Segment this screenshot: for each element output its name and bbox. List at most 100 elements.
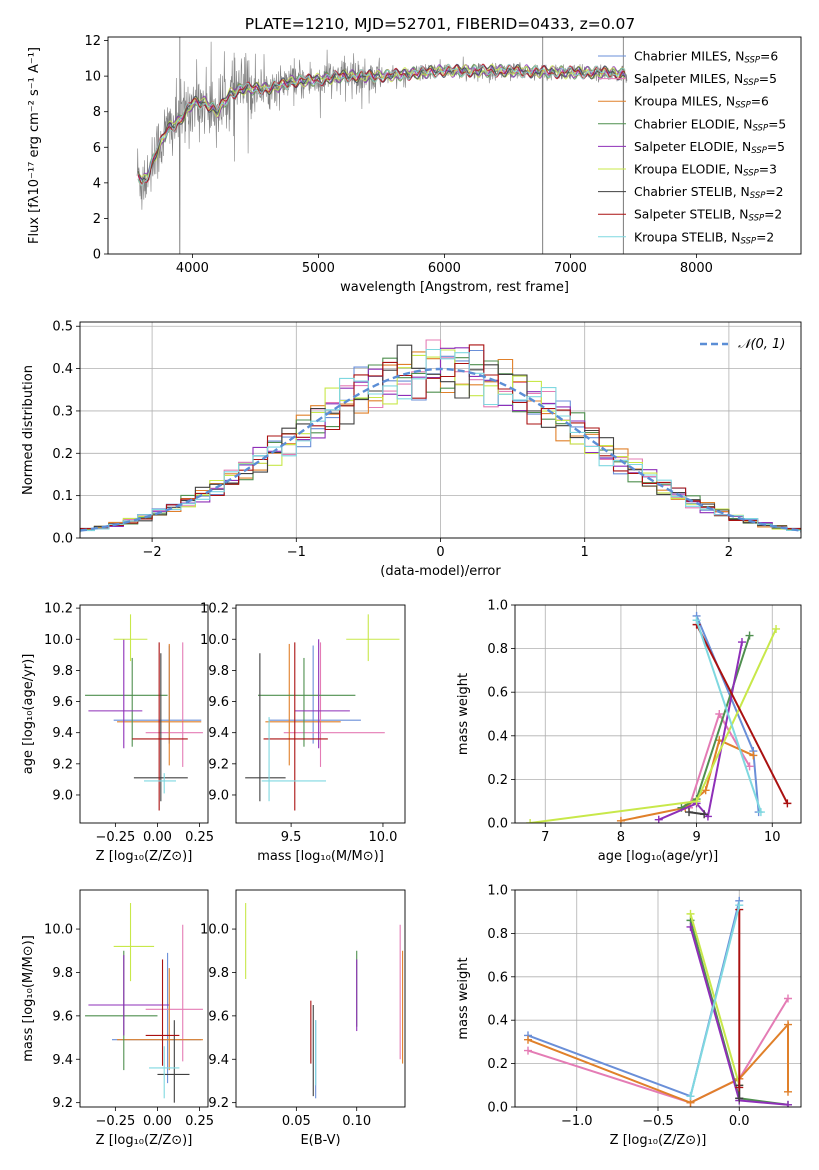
mass_vs_Z-errorbars — [85, 903, 203, 1103]
y-tick-label: 0.2 — [487, 1057, 508, 1072]
y-tick-label: 0 — [93, 248, 101, 263]
weight-marker — [685, 808, 694, 817]
figure-title: PLATE=1210, MJD=52701, FIBERID=0433, z=0… — [245, 15, 635, 33]
mass_weight_vs_Z-lines — [524, 896, 792, 1107]
y-tick-label: 12 — [84, 34, 101, 49]
age_vs_Z-errorbars — [85, 614, 203, 811]
mass_vs_Z-xlabel: Z [log₁₀(Z/Z⊙)] — [96, 1133, 193, 1148]
age_vs_Z-xlabel: Z [log₁₀(Z/Z⊙)] — [96, 849, 193, 864]
y-tick-label: 0.1 — [52, 489, 73, 504]
mass_vs_ebv-frame — [235, 889, 406, 1108]
weight-series — [526, 624, 781, 823]
legend-label: Kroupa MILES, NSSP=6 — [634, 95, 769, 111]
age_vs_mass-xlabel: mass [log₁₀(M/M⊙)] — [257, 849, 384, 864]
y-tick-label: 9.2 — [52, 757, 73, 772]
weight-marker — [700, 810, 709, 819]
model-spectrum-line — [137, 63, 626, 187]
spectrum-axes: 4000 5000 6000 7000 8000 0 2 4 6 8 10 12 wavelength … — [27, 34, 713, 295]
weight-marker — [735, 1094, 744, 1103]
y-tick-label: 9.2 — [208, 1096, 229, 1111]
weight-marker — [524, 1035, 532, 1044]
mass_weight_vs_age-xlabel: age [log₁₀(age/yr)] — [598, 849, 719, 864]
weight-marker — [701, 786, 710, 795]
errorbar-point — [88, 955, 170, 1036]
x-tick-label: 10 — [764, 830, 781, 845]
x-tick-label: 4000 — [176, 261, 209, 276]
errorbar-point — [157, 1020, 190, 1103]
y-tick-label: 0.2 — [487, 773, 508, 788]
mass_weight_vs_age-frame — [514, 604, 802, 824]
y-tick-label: 9.4 — [52, 1053, 73, 1068]
x-tick-label: 10.0 — [368, 830, 397, 845]
weight-series — [692, 616, 765, 817]
x-tick-label: 5000 — [302, 261, 335, 276]
errorbar-point — [145, 959, 180, 1066]
errorbar-point — [132, 642, 188, 811]
y-tick-label: 1.0 — [487, 599, 508, 614]
weight-marker — [616, 816, 625, 823]
weight-marker — [745, 762, 754, 771]
y-tick-label: 10.2 — [44, 602, 73, 617]
mass_vs_Z-axes: −0.25 0.00 0.25 9.2 9.4 9.6 9.8 10.0 Z [log₁₀(Z/… — [21, 923, 214, 1148]
y-tick-label: 0.8 — [487, 927, 508, 942]
age_vs_mass-axes: 9.5 10.0 9.0 9.2 9.4 9.6 9.8 10.0 10.2 mass [log₁… — [200, 602, 397, 864]
weight-marker — [686, 909, 695, 918]
weight-marker — [783, 799, 792, 808]
legend-label: Salpeter MILES, NSSP=5 — [634, 72, 777, 88]
weight-marker — [526, 819, 535, 823]
y-tick-label: 9.4 — [208, 726, 229, 741]
spectrum-xlabel: wavelength [Angstrom, rest frame] — [340, 280, 569, 295]
age_vs_mass-frame — [235, 604, 406, 824]
mass_vs_ebv-xlabel: E(B-V) — [300, 1133, 340, 1148]
y-tick-label: 0.5 — [52, 320, 73, 335]
spectrum-legend: Chabrier MILES, NSSP=6 Salpeter MILES, NS… — [598, 50, 786, 246]
errorbar-point — [144, 773, 176, 794]
y-tick-label: 0.8 — [487, 642, 508, 657]
errorbar-point — [85, 657, 168, 747]
y-tick-label: 9.8 — [52, 664, 73, 679]
y-tick-label: 0.3 — [52, 404, 73, 419]
weight-marker — [692, 616, 701, 625]
y-tick-label: 0.4 — [487, 729, 508, 744]
y-tick-label: 9.6 — [52, 1009, 73, 1024]
y-tick-label: 10.0 — [200, 923, 229, 938]
residual-legend: 𝒩(0, 1) — [700, 337, 785, 352]
panels-layer: 4000 5000 6000 7000 8000024681012wavelength … — [21, 34, 802, 1148]
x-tick-label: 1 — [581, 545, 589, 560]
errorbar-point — [112, 952, 202, 1084]
y-tick-label: 9.2 — [208, 757, 229, 772]
mass_weight_vs_Z-xlabel: Z [log₁₀(Z/Z⊙)] — [610, 1133, 707, 1148]
errorbar-point — [149, 1046, 180, 1099]
x-tick-label: 0.10 — [342, 1114, 371, 1129]
errorbar-point — [245, 653, 286, 802]
y-tick-label: 9.0 — [208, 788, 229, 803]
x-tick-label: 0 — [436, 545, 444, 560]
weight-marker — [772, 624, 781, 633]
age_vs_Z-ylabel: age [log₁₀(age/yr)] — [21, 654, 36, 775]
mass_vs_ebv-axes: 0.05 0.10 9.2 9.4 9.6 9.8 10.0 E(B-V) — [200, 923, 371, 1148]
y-tick-label: 0.0 — [487, 817, 508, 832]
weight-marker — [784, 994, 792, 1003]
weight-series-line — [689, 904, 741, 1097]
x-tick-label: 7 — [541, 830, 549, 845]
errorbar-point — [113, 903, 155, 982]
weight-series — [686, 901, 744, 1101]
y-tick-label: 9.6 — [208, 1009, 229, 1024]
weight-marker — [524, 1046, 532, 1055]
errorbar-point — [145, 924, 203, 1062]
y-tick-label: 9.6 — [52, 695, 73, 710]
weight-series-line — [658, 641, 743, 821]
errorbar-point — [145, 642, 203, 767]
x-tick-label: 6000 — [428, 261, 461, 276]
weight-marker — [735, 1083, 744, 1092]
x-tick-label: 7000 — [554, 261, 587, 276]
legend-label: 𝒩(0, 1) — [738, 337, 785, 352]
y-tick-label: 9.8 — [52, 966, 73, 981]
residuals-ylabel: Normed distribution — [21, 365, 36, 495]
x-tick-label: −1 — [287, 545, 306, 560]
spectrum-lines — [136, 37, 628, 254]
x-tick-label: 0.05 — [282, 1114, 311, 1129]
weight-marker — [735, 901, 744, 910]
x-tick-label: 0.0 — [729, 1114, 750, 1129]
errorbar-point — [133, 653, 188, 802]
